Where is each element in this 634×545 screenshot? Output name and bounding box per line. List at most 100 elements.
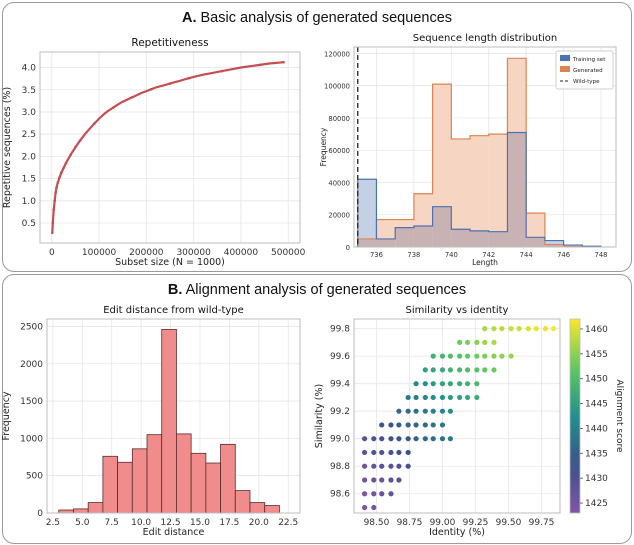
overlap-bar [507,132,527,247]
y-tick-label: 0.5 [22,219,36,229]
scatter-point [388,436,394,442]
edit-distance-chart: 2.5 5.0 7.5 10.0 12.5 15.0 17.5 20.0 22.5 0 500 100… [1,305,301,538]
scatter-point [379,477,385,483]
y-tick-label: 2500 [20,322,43,332]
scatter-point [439,408,446,414]
x-tick-label: 98.50 [364,518,390,528]
scatter-point [422,367,428,373]
scatter-point [396,477,402,483]
x-tick-label: 400000 [224,248,259,258]
colorbar-tick-label: 1425 [585,499,608,509]
histogram-bar [220,443,236,514]
scatter-point [361,449,368,456]
scatter-point [396,436,402,442]
x-tick-label: 98.75 [397,518,423,528]
scatter-point [379,449,385,456]
overlap-bar [544,244,564,247]
scatter-point [371,463,377,469]
scatter-point [371,477,377,483]
scatter-point [396,408,402,414]
scatter-point [525,326,531,332]
y-tick-label: 2000 [20,360,43,370]
data-point [149,88,153,91]
scatter-point [499,326,505,332]
scatter-point [474,394,480,401]
x-tick-label: 99.75 [529,518,555,528]
scatter-point [422,408,428,414]
y-tick-label: 40000 [328,179,350,187]
scatter-point [430,381,436,387]
histogram-bar [161,329,177,514]
scatter-point [464,367,471,373]
scatter-point [464,394,471,401]
histogram-bar [131,448,148,514]
y-tick-label: 99.8 [330,325,350,335]
histogram-bar [102,455,119,514]
scatter-point [474,381,480,387]
panel-a-heading: A. Basic analysis of generated sequences [3,10,631,26]
x-tick-label: 200000 [129,248,164,258]
data-point [111,106,115,109]
x-axis-label: Length [472,258,498,267]
x-tick-label: 20.0 [249,518,269,528]
overlap-bar [451,229,471,247]
x-tick-label: 736 [370,251,383,259]
scatter-point [413,436,419,442]
scatter-point [464,339,471,345]
scatter-point [457,381,463,387]
scatter-point [422,422,428,428]
data-point [59,171,63,175]
scatter-point [430,367,436,373]
scatter-point [361,491,368,497]
scatter-point [371,449,377,456]
data-point [51,221,55,225]
scatter-point [388,449,394,456]
x-tick-label: 500000 [271,248,306,258]
scatter-point [361,436,368,442]
generated-bar [451,138,471,230]
scatter-point [439,367,446,373]
generated-bar [376,219,396,239]
colorbar-tick-label: 1455 [585,350,608,360]
scatter-point [371,504,377,511]
scatter-point [482,339,488,345]
scatter-point [396,449,402,456]
length-distribution-chart: 736 738 740 742 744 746 748 0 20000 40000 60000 800… [319,33,617,267]
generated-bar [488,134,508,232]
legend-swatch-generated [560,66,570,72]
scatter-point [482,353,488,359]
generated-bar [432,84,452,207]
x-tick-label: 22.5 [278,518,298,528]
x-axis-label: Edit distance [143,527,205,538]
x-tick-label: 99.25 [463,518,489,528]
data-point [53,199,56,203]
scatter-point [447,381,453,387]
y-tick-label: 2.0 [22,152,37,162]
y-tick-label: 99.0 [330,435,350,445]
scatter-point [379,491,385,497]
chart-title: Repetitiveness [131,37,208,49]
scatter-point [430,422,436,428]
colorbar-tick-label: 1440 [585,424,608,434]
panel-a-letter: A. [181,10,197,26]
data-point [56,180,60,184]
x-tick-label: 300000 [176,248,211,258]
scatter-point [447,394,453,401]
generated-bar [395,219,414,228]
x-tick-label: 746 [557,251,570,259]
x-tick-label: 744 [520,251,533,259]
scatter-point [405,463,411,469]
data-point [78,139,82,142]
y-axis-label: Frequency [319,127,328,166]
y-axis-label: Similarity (%) [314,384,325,448]
scatter-point [430,394,436,401]
scatter-point [457,367,463,373]
colorbar-tick-label: 1435 [585,449,608,459]
scatter-point [379,463,385,469]
x-tick-label: 15.0 [190,518,210,528]
scatter-point [379,436,385,442]
overlap-bar [470,230,489,247]
scatter-point [361,504,368,511]
scatter-point [413,394,419,401]
